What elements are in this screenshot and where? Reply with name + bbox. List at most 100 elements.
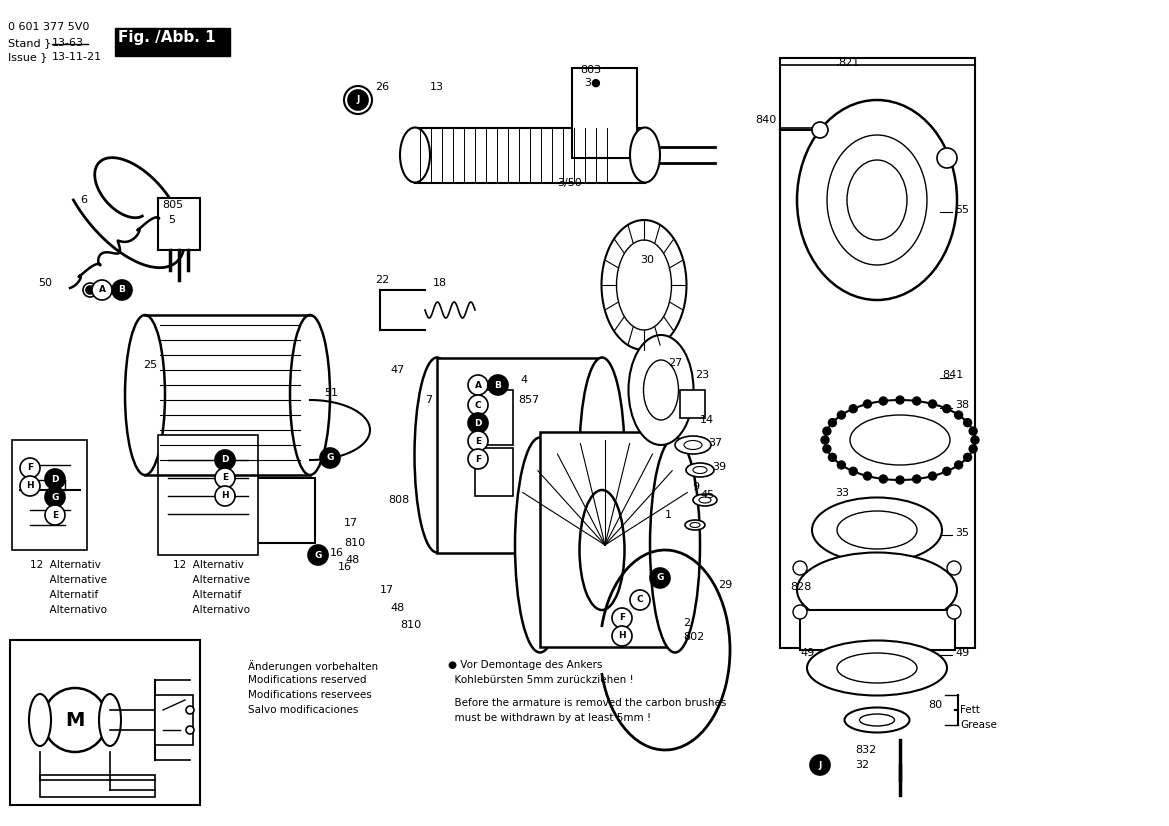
- Text: 810: 810: [400, 620, 421, 630]
- Circle shape: [44, 505, 65, 525]
- Text: 832: 832: [855, 745, 877, 755]
- Text: 49: 49: [800, 648, 815, 658]
- Circle shape: [468, 375, 487, 395]
- Circle shape: [44, 487, 65, 507]
- Text: G: G: [314, 550, 321, 559]
- Circle shape: [224, 491, 235, 501]
- Text: 33: 33: [835, 488, 849, 498]
- Circle shape: [215, 468, 235, 488]
- Circle shape: [829, 419, 837, 427]
- Circle shape: [864, 400, 871, 408]
- Ellipse shape: [684, 440, 703, 449]
- Text: 5: 5: [168, 215, 175, 225]
- Ellipse shape: [859, 714, 894, 726]
- Text: 25: 25: [143, 360, 157, 370]
- Ellipse shape: [797, 553, 957, 628]
- Text: A: A: [475, 381, 482, 390]
- Bar: [475, 448, 513, 496]
- Circle shape: [92, 280, 112, 300]
- Circle shape: [971, 436, 978, 444]
- Circle shape: [224, 455, 235, 465]
- Circle shape: [928, 472, 936, 480]
- Circle shape: [186, 726, 194, 734]
- Text: 47: 47: [390, 365, 404, 375]
- Circle shape: [823, 427, 831, 435]
- Text: Alternativo: Alternativo: [173, 605, 250, 615]
- Text: 840: 840: [755, 115, 776, 125]
- Bar: [780, 58, 975, 648]
- Ellipse shape: [643, 360, 678, 420]
- Circle shape: [963, 419, 971, 427]
- Bar: [415, 128, 645, 183]
- Text: B: B: [494, 381, 502, 390]
- Ellipse shape: [693, 467, 707, 473]
- Circle shape: [468, 431, 487, 451]
- Ellipse shape: [29, 694, 51, 746]
- Text: Alternative: Alternative: [173, 575, 250, 585]
- Circle shape: [20, 458, 40, 478]
- Text: H: H: [618, 632, 625, 640]
- Text: Modifications reserved: Modifications reserved: [248, 675, 367, 685]
- Ellipse shape: [690, 523, 700, 528]
- Ellipse shape: [848, 160, 907, 240]
- Text: Alternatif: Alternatif: [173, 590, 241, 600]
- Text: Alternativo: Alternativo: [30, 605, 108, 615]
- Bar: [180, 483, 235, 535]
- Text: 48: 48: [345, 555, 359, 565]
- Ellipse shape: [580, 490, 624, 610]
- Text: Modifications reservees: Modifications reservees: [248, 690, 372, 700]
- Text: 803: 803: [580, 65, 601, 75]
- Circle shape: [43, 688, 108, 752]
- Text: E: E: [222, 473, 228, 482]
- Text: B: B: [118, 286, 125, 295]
- Ellipse shape: [290, 315, 330, 475]
- Text: 16: 16: [330, 548, 344, 558]
- Circle shape: [468, 413, 487, 433]
- Circle shape: [947, 605, 961, 619]
- Circle shape: [895, 476, 904, 484]
- Ellipse shape: [797, 100, 957, 300]
- Text: 2: 2: [683, 618, 690, 628]
- Bar: [572, 68, 637, 158]
- Circle shape: [837, 411, 845, 419]
- Text: H: H: [26, 482, 34, 491]
- Text: Kohlebürsten 5mm zurückziehen !: Kohlebürsten 5mm zurückziehen !: [448, 675, 634, 685]
- Text: 37: 37: [708, 438, 722, 448]
- Text: F: F: [27, 463, 33, 472]
- Text: G: G: [326, 453, 333, 463]
- Circle shape: [955, 411, 962, 419]
- Circle shape: [895, 396, 904, 404]
- Text: Grease: Grease: [960, 720, 997, 730]
- Text: J: J: [357, 96, 360, 105]
- Circle shape: [879, 475, 887, 483]
- Ellipse shape: [580, 358, 624, 553]
- Circle shape: [224, 473, 235, 483]
- Text: E: E: [475, 436, 482, 445]
- Circle shape: [821, 436, 829, 444]
- Text: 51: 51: [324, 388, 338, 398]
- Ellipse shape: [686, 463, 714, 477]
- Text: 50: 50: [39, 278, 51, 288]
- Bar: [12, 440, 87, 550]
- Circle shape: [942, 405, 950, 413]
- Text: 17: 17: [344, 518, 358, 528]
- Text: 14: 14: [700, 415, 714, 425]
- Text: 6: 6: [79, 195, 87, 205]
- Ellipse shape: [826, 135, 927, 265]
- Ellipse shape: [837, 653, 916, 683]
- Circle shape: [913, 397, 921, 405]
- Circle shape: [630, 590, 650, 610]
- Text: 805: 805: [162, 200, 184, 210]
- Text: 1: 1: [665, 510, 672, 520]
- Text: Salvo modificaciones: Salvo modificaciones: [248, 705, 359, 715]
- Ellipse shape: [125, 315, 165, 475]
- Text: 48: 48: [390, 603, 404, 613]
- Ellipse shape: [630, 127, 660, 183]
- Text: Issue }: Issue }: [8, 52, 48, 62]
- Ellipse shape: [99, 694, 122, 746]
- Bar: [155, 695, 193, 745]
- Text: Alternatif: Alternatif: [30, 590, 98, 600]
- Circle shape: [849, 468, 857, 475]
- Bar: [158, 435, 258, 555]
- Text: 23: 23: [696, 370, 710, 380]
